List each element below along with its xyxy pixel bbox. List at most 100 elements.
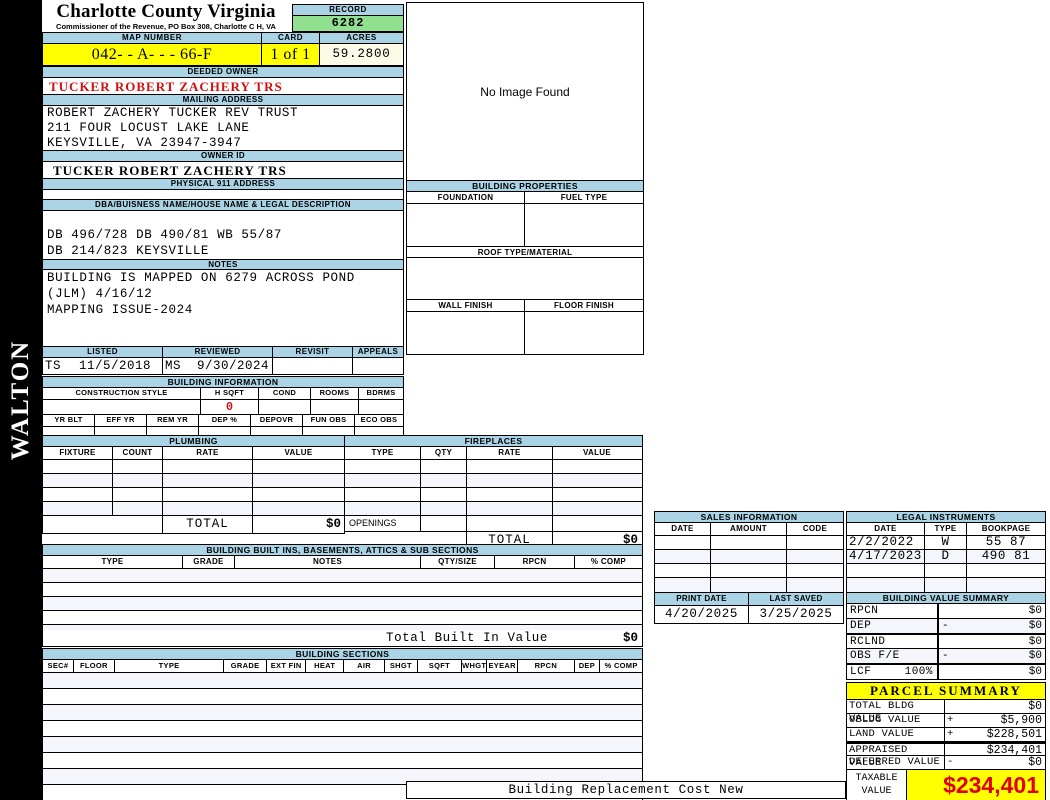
depovr-value[interactable] (251, 427, 303, 441)
legal-inst-date[interactable] (847, 578, 925, 592)
sales-cell[interactable] (711, 564, 787, 577)
table-row[interactable]: 4/17/2023 D 490 81 (847, 550, 1045, 564)
plumbing-cell[interactable] (113, 488, 163, 501)
sales-cell[interactable] (655, 536, 711, 549)
dep-pct-value[interactable] (199, 427, 251, 441)
hsqft-value[interactable]: 0 (201, 400, 259, 414)
roof-type-value[interactable] (407, 258, 643, 300)
rooms-value[interactable] (311, 400, 359, 414)
map-number-field[interactable]: 042- - A- - - 66-F (42, 44, 262, 66)
sales-cell[interactable] (787, 550, 843, 563)
sales-cell[interactable] (655, 550, 711, 563)
table-row[interactable] (655, 550, 843, 564)
table-row[interactable] (655, 536, 843, 550)
table-row[interactable] (43, 721, 642, 737)
plumbing-cell[interactable] (43, 474, 113, 487)
plumbing-cell[interactable] (163, 502, 253, 515)
legal-inst-type[interactable]: W (925, 536, 967, 549)
table-row[interactable] (43, 460, 344, 474)
fireplaces-cell[interactable] (553, 488, 641, 501)
table-row[interactable] (43, 488, 344, 502)
plumbing-cell[interactable] (253, 460, 344, 473)
floor-finish-value[interactable] (525, 312, 643, 354)
fireplaces-cell[interactable] (553, 460, 641, 473)
table-row[interactable] (43, 569, 642, 583)
fuel-type-value[interactable] (525, 204, 643, 246)
plumbing-cell[interactable] (113, 460, 163, 473)
table-row[interactable] (43, 474, 344, 488)
table-row[interactable] (655, 564, 843, 578)
legal-inst-bookpage[interactable]: 490 81 (981, 549, 1031, 563)
fireplaces-cell[interactable] (553, 474, 641, 487)
table-row[interactable] (43, 597, 642, 611)
plumbing-cell[interactable] (253, 474, 344, 487)
fireplaces-cell[interactable] (345, 502, 421, 515)
card-field[interactable]: 1 of 1 (262, 44, 320, 66)
fireplaces-cell[interactable] (467, 460, 553, 473)
table-row[interactable]: 2/2/2022 W 55 87 (847, 536, 1045, 550)
fun-obs-value[interactable] (303, 427, 355, 441)
legal-inst-date[interactable]: 4/17/2023 (847, 550, 925, 563)
sales-cell[interactable] (655, 578, 711, 592)
legal-inst-bookpage[interactable] (967, 578, 1045, 592)
table-row[interactable] (43, 583, 642, 597)
record-value-field[interactable]: 6282 (292, 16, 404, 32)
table-row[interactable] (43, 502, 344, 516)
listed-value[interactable]: TS 11/5/2018 (43, 358, 163, 374)
bdrms-value[interactable] (359, 400, 403, 414)
table-row[interactable] (345, 474, 642, 488)
legal-inst-type[interactable]: D (925, 550, 967, 563)
plumbing-cell[interactable] (163, 474, 253, 487)
fireplaces-cell[interactable] (467, 502, 553, 515)
plumbing-cell[interactable] (43, 488, 113, 501)
cond-value[interactable] (259, 400, 311, 414)
table-row[interactable] (345, 502, 642, 516)
table-row[interactable] (345, 460, 642, 474)
fireplaces-cell[interactable] (553, 502, 641, 515)
table-row[interactable] (655, 578, 843, 592)
table-row[interactable] (43, 673, 642, 689)
table-row[interactable] (43, 705, 642, 721)
legal-inst-date[interactable] (847, 564, 925, 577)
yr-blt-value[interactable] (43, 427, 95, 441)
plumbing-cell[interactable] (113, 502, 163, 515)
table-row[interactable] (43, 737, 642, 753)
plumbing-cell[interactable] (43, 460, 113, 473)
legal-inst-bookpage[interactable]: 55 87 (985, 535, 1027, 549)
rem-yr-value[interactable] (147, 427, 199, 441)
appeals-value[interactable] (353, 358, 403, 374)
legal-inst-bookpage[interactable] (967, 564, 1045, 577)
sales-cell[interactable] (787, 564, 843, 577)
plumbing-cell[interactable] (163, 488, 253, 501)
plumbing-cell[interactable] (43, 502, 113, 515)
sales-cell[interactable] (787, 536, 843, 549)
revisit-value[interactable] (273, 358, 353, 374)
fireplaces-cell[interactable] (421, 474, 467, 487)
reviewed-value[interactable]: MS 9/30/2024 (163, 358, 273, 374)
fireplaces-cell[interactable] (467, 488, 553, 501)
table-row[interactable] (847, 564, 1045, 578)
fireplaces-cell[interactable] (345, 460, 421, 473)
sales-cell[interactable] (711, 578, 787, 592)
fireplaces-openings-value[interactable] (421, 516, 467, 531)
fireplaces-cell[interactable] (467, 474, 553, 487)
acres-field[interactable]: 59.2800 (320, 44, 404, 66)
foundation-value[interactable] (407, 204, 524, 246)
fireplaces-cell[interactable] (421, 488, 467, 501)
plumbing-cell[interactable] (253, 488, 344, 501)
wall-finish-value[interactable] (407, 312, 524, 354)
fireplaces-cell[interactable] (345, 474, 421, 487)
table-row[interactable] (43, 689, 642, 705)
sales-cell[interactable] (711, 550, 787, 563)
plumbing-cell[interactable] (163, 460, 253, 473)
plumbing-cell[interactable] (113, 474, 163, 487)
table-row[interactable] (847, 578, 1045, 592)
eff-yr-value[interactable] (95, 427, 147, 441)
legal-inst-type[interactable] (925, 578, 967, 592)
plumbing-cell[interactable] (253, 502, 344, 515)
construction-style-value[interactable] (43, 400, 201, 414)
legal-inst-date[interactable]: 2/2/2022 (847, 536, 925, 549)
fireplaces-cell[interactable] (345, 488, 421, 501)
sales-cell[interactable] (787, 578, 843, 592)
table-row[interactable] (43, 611, 642, 625)
